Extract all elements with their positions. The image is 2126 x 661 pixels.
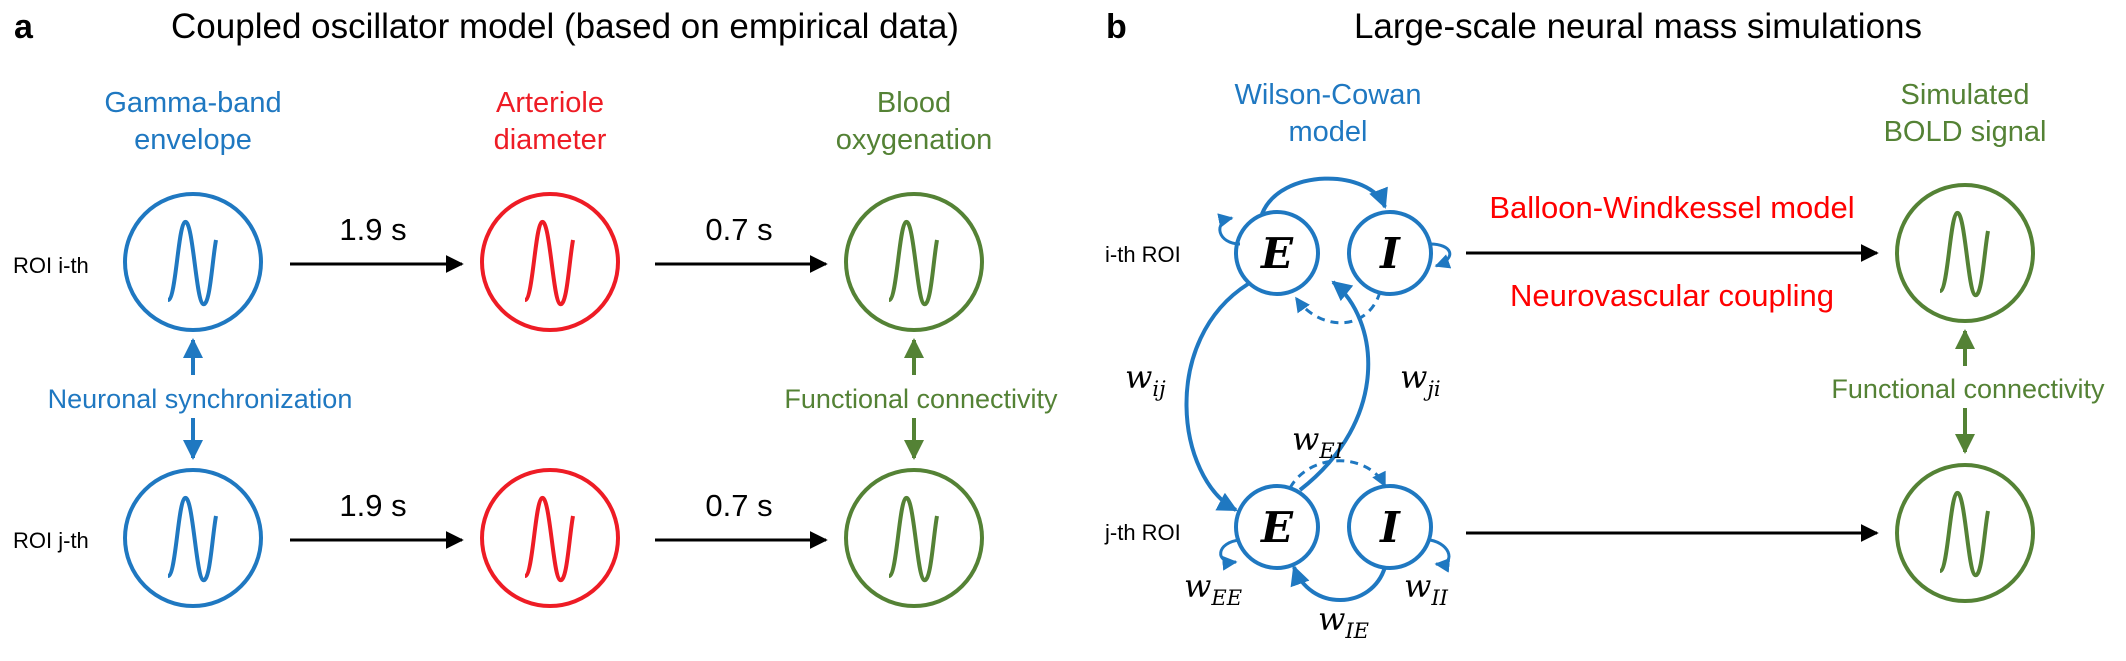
bold-oscillator-i [1895, 183, 2035, 323]
sine-wave-icon [1938, 210, 1990, 298]
panel-a: a Coupled oscillator model (based on emp… [13, 7, 1058, 608]
long-range-ij [1184, 282, 1250, 512]
i-to-e-arc-top [1294, 291, 1382, 325]
bold-oscillator-j [1895, 463, 2035, 603]
svg-text:Gamma-band: Gamma-band [104, 87, 281, 119]
e-to-i-arc-bottom [1288, 459, 1387, 489]
svg-text:E: E [1260, 503, 1294, 552]
sine-wave-icon [166, 219, 218, 307]
e-to-i-arc-top [1260, 176, 1388, 215]
i-to-e-arc-bottom [1290, 565, 1387, 602]
sine-wave-icon [166, 495, 218, 583]
svg-text:diameter: diameter [494, 124, 607, 156]
weight-w-ei: wEI [1292, 420, 1344, 463]
svg-text:Blood: Blood [877, 87, 951, 119]
roi-i-label: ROI i-th [13, 253, 89, 278]
panel-b-letter: b [1106, 8, 1127, 46]
svg-text:I: I [1379, 229, 1401, 278]
excitatory-node-i: E [1234, 210, 1320, 296]
svg-text:E: E [1260, 229, 1294, 278]
weight-w-ij: wij [1125, 358, 1166, 401]
blood-oscillator-j [844, 468, 984, 608]
arteriole-oscillator-i [480, 192, 620, 332]
delay-label-2-top: 0.7 s [705, 212, 772, 247]
gamma-oscillator-i [123, 192, 263, 332]
e-self-loop-bottom [1219, 538, 1241, 571]
gamma-oscillator-j [123, 468, 263, 608]
sine-wave-icon [1938, 490, 1990, 578]
blood-oxygenation-header: Blood oxygenation [836, 87, 992, 156]
arteriole-oscillator-j [480, 468, 620, 608]
gamma-band-header: Gamma-band envelope [104, 87, 281, 156]
svg-text:Simulated: Simulated [1901, 79, 2030, 111]
simulated-bold-header: Simulated BOLD signal [1884, 79, 2047, 148]
svg-text:Arteriole: Arteriole [496, 87, 604, 119]
weight-w-ii: wII [1404, 567, 1449, 610]
weight-w-ji: wji [1400, 358, 1441, 401]
svg-text:Wilson-Cowan: Wilson-Cowan [1235, 79, 1422, 111]
neuronal-sync-label: Neuronal synchronization [48, 384, 353, 414]
svg-text:envelope: envelope [134, 124, 252, 156]
functional-conn-label-b: Functional connectivity [1831, 374, 2105, 404]
weight-w-ee: wEE [1184, 567, 1242, 610]
delay-label-2-bottom: 0.7 s [705, 488, 772, 523]
panel-b: b Large-scale neural mass simulations Wi… [1104, 7, 2105, 643]
wilson-cowan-header: Wilson-Cowan model [1235, 79, 1422, 148]
panel-b-title: Large-scale neural mass simulations [1354, 7, 1922, 46]
svg-text:oxygenation: oxygenation [836, 124, 992, 156]
long-range-ji [1298, 280, 1371, 492]
svg-text:I: I [1379, 503, 1401, 552]
i-th-roi-label: i-th ROI [1105, 242, 1181, 267]
inhibitory-node-j: I [1347, 484, 1433, 570]
panel-a-letter: a [14, 8, 34, 46]
weight-w-ie: wIE [1318, 600, 1369, 643]
sine-wave-icon [887, 495, 939, 583]
balloon-windkessel-label: Balloon-Windkessel model [1489, 190, 1854, 225]
neurovascular-coupling-label: Neurovascular coupling [1510, 278, 1834, 313]
delay-label-1-bottom: 1.9 s [339, 488, 406, 523]
j-th-roi-label: j-th ROI [1104, 520, 1181, 545]
sine-wave-icon [523, 219, 575, 307]
i-self-loop-top [1429, 242, 1452, 269]
svg-text:BOLD signal: BOLD signal [1884, 116, 2047, 148]
sine-wave-icon [523, 495, 575, 583]
excitatory-node-j: E [1234, 484, 1320, 570]
i-self-loop-bottom [1429, 538, 1451, 573]
functional-conn-label-a: Functional connectivity [784, 384, 1058, 414]
panel-a-title: Coupled oscillator model (based on empir… [171, 7, 959, 46]
svg-text:model: model [1289, 116, 1368, 148]
e-self-loop-top [1217, 213, 1241, 246]
arteriole-header: Arteriole diameter [494, 87, 607, 156]
blood-oscillator-i [844, 192, 984, 332]
inhibitory-node-i: I [1347, 210, 1433, 296]
sine-wave-icon [887, 219, 939, 307]
delay-label-1-top: 1.9 s [339, 212, 406, 247]
roi-j-label: ROI j-th [13, 528, 89, 553]
